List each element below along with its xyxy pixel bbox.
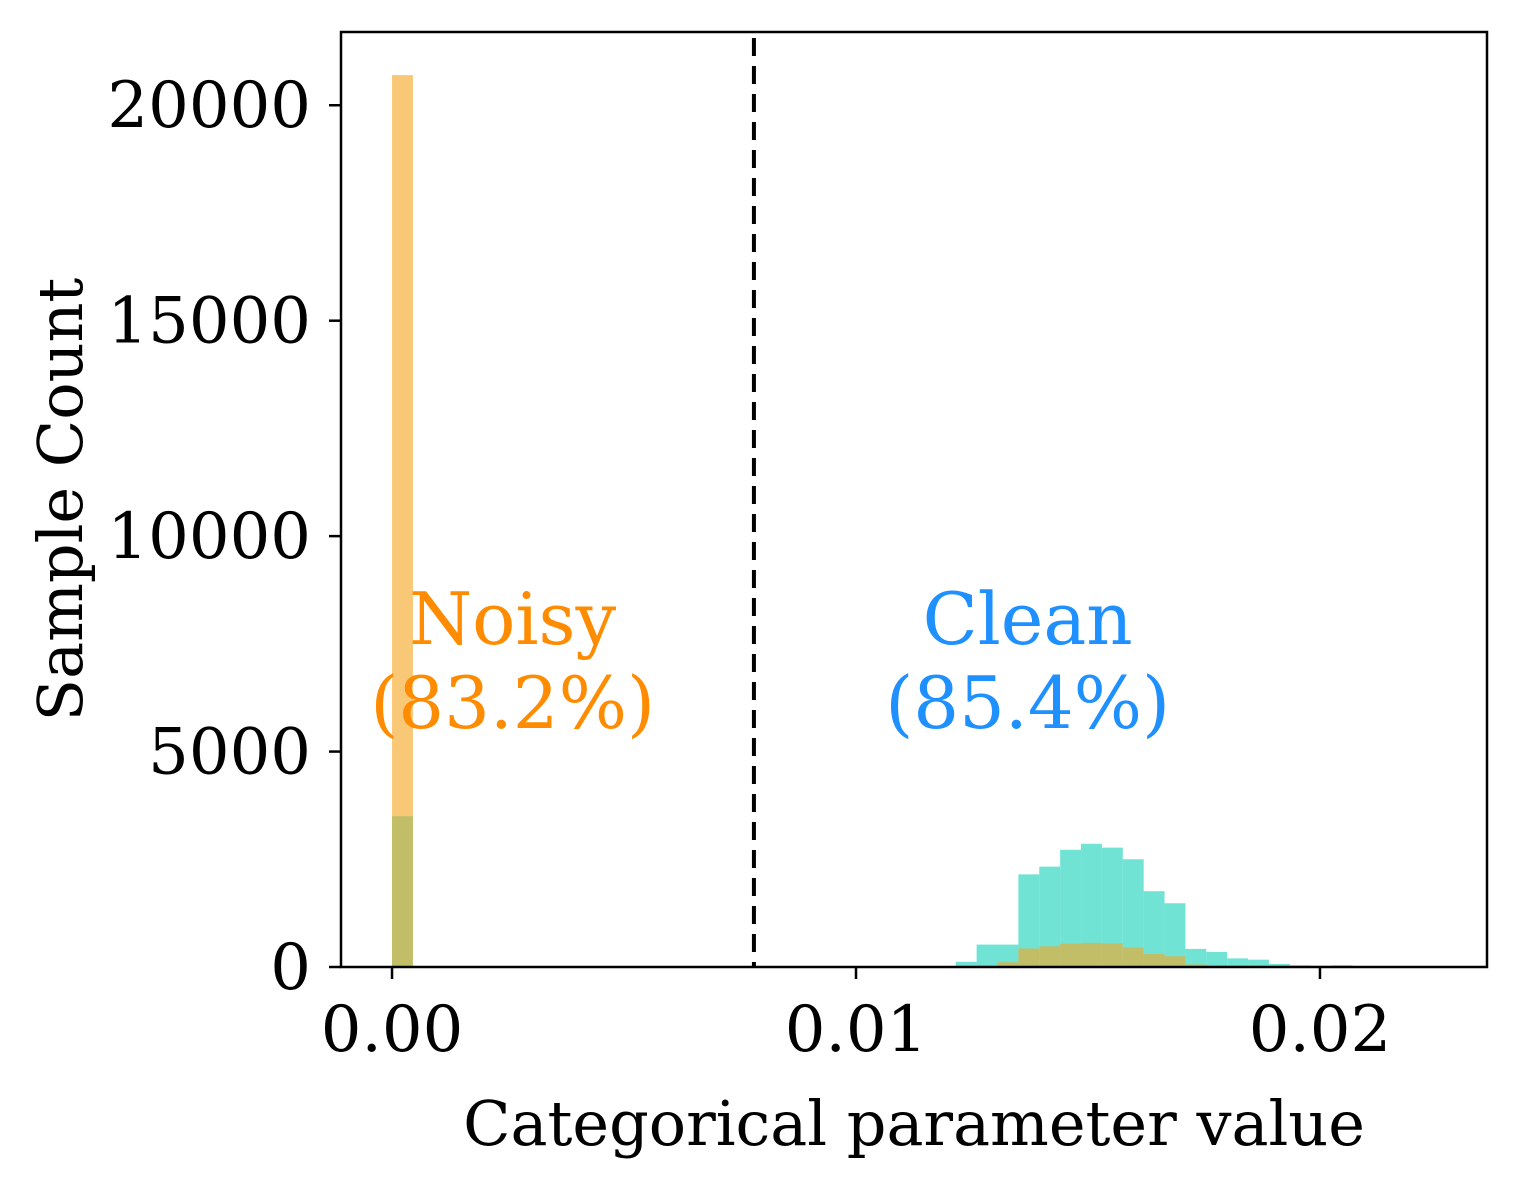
annotations: Noisy(83.2%) Clean(85.4%) (370, 577, 1170, 745)
histogram-bar-s0-b2 (976, 944, 998, 967)
histogram-bar-s1-b3 (1039, 946, 1061, 967)
histogram-bar-s1-b10 (1185, 964, 1207, 967)
histogram-bar-s0-b3 (997, 944, 1019, 967)
histogram-bar-s0-b12 (1185, 948, 1207, 967)
annotation-label-3: (85.4%) (885, 661, 1170, 745)
x-axis-label: Categorical parameter value (463, 1087, 1365, 1160)
histogram-bar-s0-b15 (1248, 959, 1269, 967)
annotation-label-1: (83.2%) (370, 661, 655, 745)
histogram-bar-s0-b9 (1122, 859, 1144, 967)
histogram-bar-s0-b13 (1206, 951, 1228, 967)
y-tick-label-3: 15000 (107, 285, 311, 359)
histogram-bar-s1-b7 (1122, 947, 1144, 967)
histogram-bar-s0-b7 (1081, 843, 1102, 967)
histogram-bar-s0-b1 (955, 961, 977, 967)
histogram-bar-s1-b0 (392, 75, 413, 968)
x-tick-label-2: 0.02 (1249, 993, 1392, 1067)
x-tick-label-0: 0.00 (321, 993, 464, 1067)
y-tick-label-1: 5000 (148, 716, 311, 790)
histogram-bar-s1-b4 (1060, 943, 1082, 967)
plot-frame (339, 30, 1489, 969)
histogram-bar-s1-b5 (1081, 942, 1102, 967)
y-tick-label-4: 20000 (107, 69, 311, 143)
histogram-bar-s0-b4 (1018, 874, 1040, 967)
histogram-bar-s1-b1 (997, 962, 1019, 967)
x-axis: 0.00 0.01 0.02 (321, 967, 1391, 1067)
y-tick-label-2: 10000 (107, 500, 311, 574)
histogram-bar-s0-b5 (1039, 866, 1061, 967)
annotation-label-2: Clean (923, 577, 1133, 661)
histogram-bar-s0-b10 (1143, 891, 1165, 967)
histogram-bar-s1-b2 (1018, 948, 1040, 967)
y-axis-label: Sample Count (24, 278, 97, 722)
y-tick-label-0: 0 (270, 931, 311, 1005)
histogram-bar-s0-b16 (1268, 963, 1290, 967)
y-axis: 0 5000 10000 15000 20000 (107, 69, 341, 1005)
histogram-bars (392, 75, 1353, 968)
histogram-bar-s0-b14 (1227, 958, 1249, 967)
histogram-bar-s1-b8 (1143, 954, 1165, 967)
histogram-bar-s0-b8 (1101, 847, 1123, 967)
histogram-bar-s0-b6 (1060, 849, 1082, 967)
annotation-label-0: Noisy (409, 577, 616, 661)
x-tick-label-1: 0.01 (785, 993, 928, 1067)
histogram-bar-s1-b9 (1164, 956, 1186, 967)
histogram-bar-s1-b6 (1101, 943, 1123, 967)
histogram-bar-s0-b11 (1164, 903, 1186, 967)
